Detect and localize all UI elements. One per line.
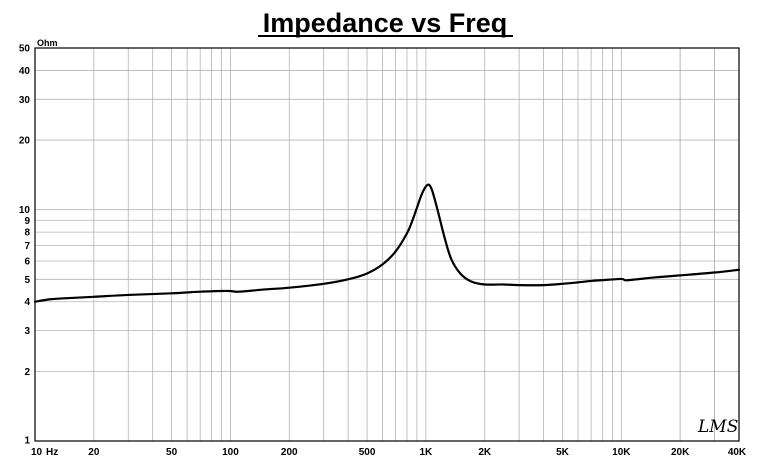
y-tick-label: 9 bbox=[24, 216, 30, 227]
y-tick-label: 50 bbox=[19, 44, 31, 55]
y-tick-label: 8 bbox=[24, 228, 30, 239]
x-tick-label: 10K bbox=[612, 447, 631, 458]
y-tick-label: 20 bbox=[19, 136, 31, 147]
y-axis-unit: Ohm bbox=[37, 38, 58, 48]
x-tick-label: 40K bbox=[728, 447, 747, 458]
x-tick-label: 5K bbox=[556, 447, 570, 458]
x-tick-label: 20K bbox=[671, 447, 690, 458]
x-tick-label: 1K bbox=[419, 447, 433, 458]
lms-watermark: LMS bbox=[697, 417, 738, 437]
y-tick-label: 10 bbox=[19, 205, 31, 216]
plot-frame bbox=[34, 47, 740, 442]
y-tick-label: 2 bbox=[24, 367, 30, 378]
plot-area bbox=[35, 48, 739, 441]
impedance-curve-line bbox=[33, 183, 741, 303]
y-tick-label: 7 bbox=[24, 241, 30, 252]
grid-lines bbox=[35, 48, 739, 441]
y-tick-label: 4 bbox=[24, 297, 30, 308]
x-tick-label: 200 bbox=[281, 447, 298, 458]
y-tick-label: 1 bbox=[24, 436, 30, 447]
y-tick-label: 30 bbox=[19, 95, 31, 106]
x-tick-label: 100 bbox=[222, 447, 239, 458]
y-tick-label: 5 bbox=[24, 275, 30, 286]
x-tick-label: 50 bbox=[166, 447, 178, 458]
y-tick-label: 6 bbox=[24, 257, 30, 268]
x-tick-label: 2K bbox=[478, 447, 492, 458]
x-tick-label: 10 bbox=[31, 447, 43, 458]
x-axis-tick-labels: 10 20 50 100 200 500 1K 2K 5K 10K 20K 40K bbox=[31, 447, 747, 458]
x-axis-unit: Hz bbox=[46, 447, 58, 458]
x-tick-label: 20 bbox=[88, 447, 100, 458]
y-tick-label: 3 bbox=[24, 326, 30, 337]
x-tick-label: 500 bbox=[359, 447, 376, 458]
chart-title: Impedance vs Freq bbox=[263, 8, 508, 38]
y-tick-label: 40 bbox=[19, 66, 31, 77]
